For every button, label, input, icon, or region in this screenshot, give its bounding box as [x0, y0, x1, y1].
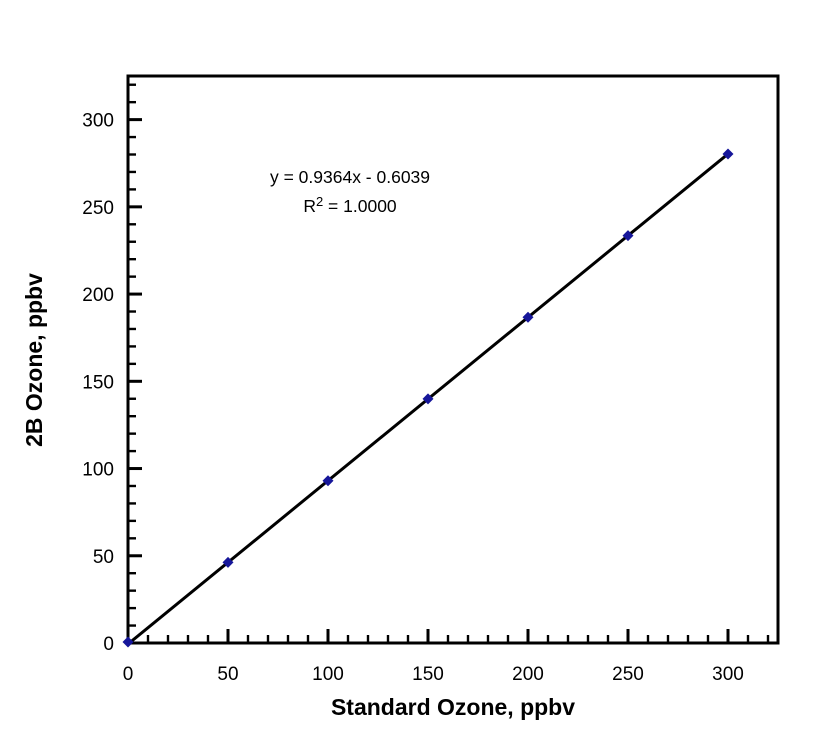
x-tick-label: 150 — [412, 664, 444, 685]
x-tick-label: 0 — [123, 664, 134, 685]
y-tick-label: 50 — [93, 547, 114, 568]
data-point-marker — [322, 475, 334, 487]
plot-border — [126, 74, 780, 645]
x-tick-label: 250 — [612, 664, 644, 685]
x-tick-label: 300 — [712, 664, 744, 685]
x-tick-label: 100 — [312, 664, 344, 685]
y-tick-label: 0 — [103, 634, 114, 655]
axis-tick-labels: 0 50 100 150 200 250 300 0 50 100 150 200 250 300 — [82, 111, 744, 685]
plot-frame — [126, 74, 780, 645]
data-point-marker — [222, 556, 234, 568]
y-tick-label: 150 — [82, 372, 114, 393]
data-point-marker — [622, 230, 634, 242]
y-tick-label: 200 — [82, 285, 114, 306]
x-axis-title: Standard Ozone, ppbv — [331, 694, 575, 720]
data-point-marker — [422, 393, 434, 405]
r-squared-label: R2 = 1.0000 — [303, 194, 397, 216]
equation-label: y = 0.9364x - 0.6039 — [270, 167, 430, 187]
data-point-marker — [522, 311, 534, 323]
data-points — [122, 148, 734, 648]
axis-ticks — [126, 83, 770, 645]
x-tick-label: 50 — [217, 664, 238, 685]
data-point-marker — [122, 636, 134, 648]
y-tick-label: 100 — [82, 460, 114, 481]
y-tick-label: 300 — [82, 111, 114, 132]
data-point-marker — [722, 148, 734, 160]
y-tick-label: 250 — [82, 198, 114, 219]
x-tick-label: 200 — [512, 664, 544, 685]
y-axis-title: 2B Ozone, ppbv — [21, 273, 47, 447]
